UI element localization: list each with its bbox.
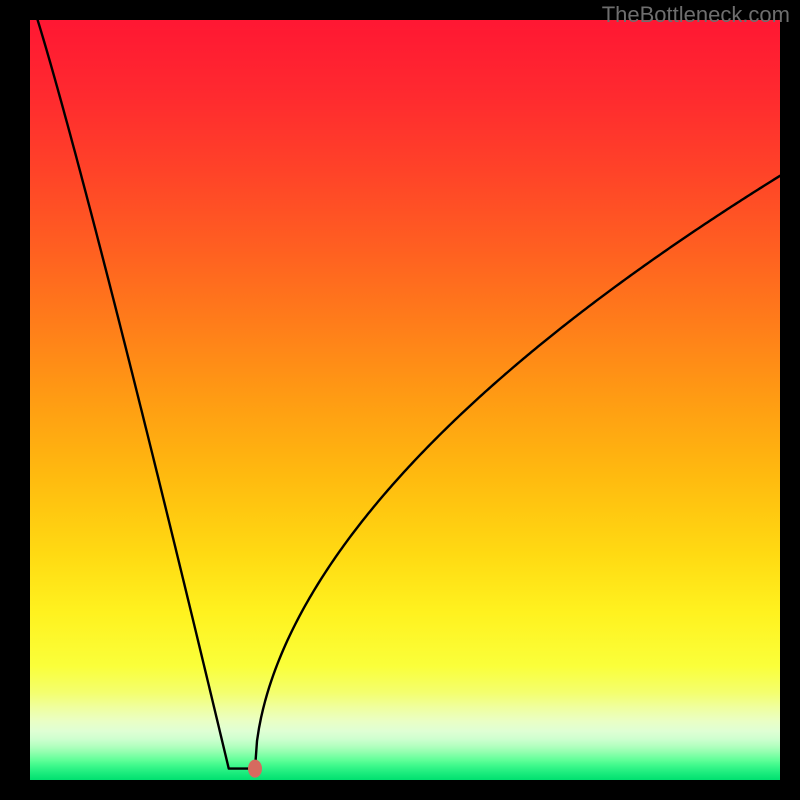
plot-background-gradient [30,20,780,780]
minimum-marker [248,760,262,778]
watermark-text: TheBottleneck.com [602,2,790,28]
chart-container: TheBottleneck.com [0,0,800,800]
bottleneck-curve-chart [0,0,800,800]
